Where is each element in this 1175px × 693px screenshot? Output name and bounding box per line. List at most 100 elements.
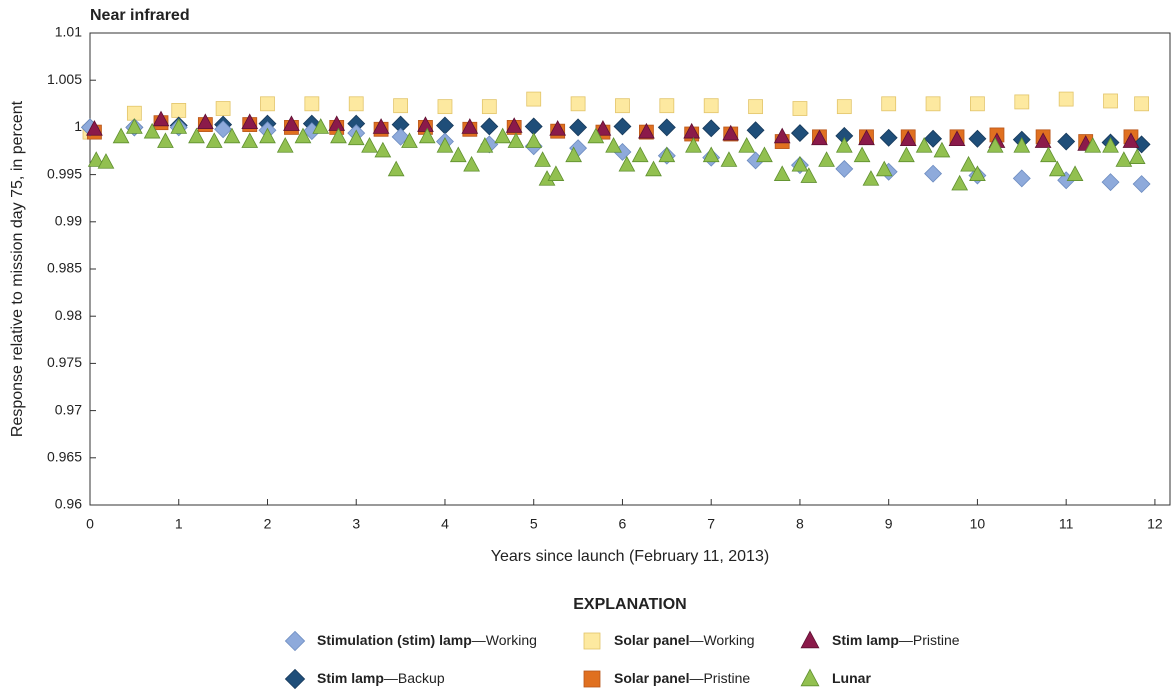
legend-label: Solar panel—Pristine (614, 670, 750, 686)
x-tick-label: 5 (530, 516, 538, 532)
x-tick-label: 10 (970, 516, 986, 532)
data-point (915, 137, 933, 153)
data-point (702, 119, 721, 138)
data-point (436, 116, 454, 135)
y-tick-label: 1.005 (47, 71, 82, 87)
data-point (241, 132, 259, 148)
legend-label: Stim lamp—Pristine (832, 632, 960, 648)
data-point (933, 141, 951, 158)
x-tick-label: 9 (885, 516, 893, 532)
data-point (348, 96, 364, 112)
data-point (703, 98, 719, 114)
data-point (613, 117, 632, 136)
data-point (720, 151, 738, 167)
data-point (196, 113, 214, 130)
legend-marker (800, 668, 820, 687)
y-tick-label: 0.98 (55, 307, 82, 323)
data-point (494, 127, 512, 144)
data-point (657, 118, 676, 137)
data-point (773, 165, 791, 181)
data-point (276, 137, 294, 153)
legend-title: EXPLANATION (573, 596, 686, 613)
data-point (480, 117, 499, 136)
data-point (811, 129, 828, 146)
data-point (924, 164, 943, 183)
data-point (1057, 132, 1076, 151)
data-point (481, 99, 497, 115)
data-point (1103, 93, 1118, 109)
data-point (214, 120, 233, 139)
data-point (1048, 160, 1066, 177)
data-point (1122, 132, 1140, 148)
data-point (738, 137, 756, 153)
data-point (391, 127, 410, 146)
data-point (968, 129, 987, 148)
data-point (260, 96, 275, 112)
data-point (773, 127, 791, 144)
data-point (86, 120, 103, 136)
plot-frame (89, 32, 1171, 506)
data-point (631, 146, 649, 163)
y-tick-label: 1.01 (55, 24, 82, 40)
data-point (461, 118, 479, 134)
data-point (1132, 175, 1151, 194)
data-point (126, 105, 142, 121)
data-point (645, 160, 662, 177)
data-point (565, 146, 583, 163)
data-point (171, 103, 187, 118)
data-point (312, 118, 330, 134)
data-point (683, 122, 701, 139)
data-point (157, 132, 174, 148)
data-point (658, 146, 676, 163)
data-point (836, 99, 852, 115)
legend-label: Stimulation (stim) lamp—Working (317, 632, 537, 648)
data-point (1040, 146, 1057, 163)
data-point (790, 124, 809, 143)
data-point (969, 165, 986, 181)
y-tick-label: 0.96 (55, 496, 82, 512)
data-point (1084, 137, 1102, 153)
data-point (1066, 165, 1084, 181)
data-point (223, 127, 241, 144)
data-point (948, 130, 966, 147)
data-point (960, 155, 977, 172)
data-point (437, 99, 453, 115)
data-point (1012, 169, 1031, 188)
data-point (1101, 173, 1120, 192)
x-tick-label: 8 (796, 516, 804, 532)
data-point (756, 146, 773, 163)
data-point (748, 99, 763, 115)
data-point (818, 151, 835, 167)
legend-marker (284, 668, 306, 690)
data-point (746, 121, 765, 140)
legend-marker (800, 630, 820, 649)
data-point (1102, 137, 1119, 153)
data-point (853, 146, 871, 163)
data-point (792, 101, 808, 116)
data-point (638, 122, 655, 139)
data-point (1115, 151, 1133, 167)
data-point (569, 118, 588, 137)
data-point (418, 127, 436, 144)
data-point (1013, 137, 1031, 153)
data-point (507, 132, 525, 148)
data-point (570, 96, 586, 112)
data-point (97, 153, 115, 169)
data-point (476, 137, 494, 153)
data-point (1014, 94, 1030, 110)
data-point (170, 118, 188, 134)
data-point (205, 132, 223, 148)
data-point (879, 128, 898, 147)
data-point (951, 174, 969, 191)
data-point (791, 155, 809, 172)
legend-marker (284, 630, 306, 652)
data-point (1132, 135, 1151, 154)
y-tick-label: 0.985 (47, 260, 82, 276)
data-point (1128, 148, 1146, 164)
y-tick-label: 0.97 (55, 401, 82, 417)
x-axis-label: Years since launch (February 11, 2013) (491, 548, 769, 565)
data-point (188, 127, 205, 144)
data-point (547, 165, 565, 181)
data-point (525, 132, 543, 148)
data-point (393, 98, 408, 114)
